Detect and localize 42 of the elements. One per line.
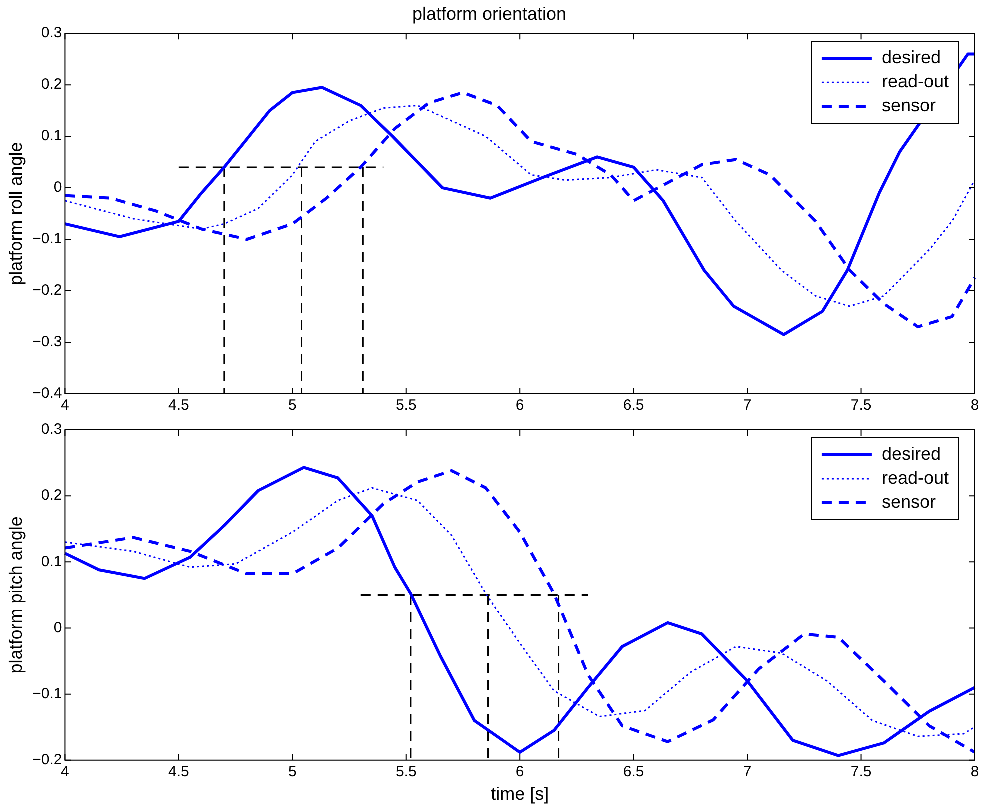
x-tick-label: 5: [288, 397, 297, 414]
y-tick-label: −0.4: [32, 385, 62, 402]
y-tick-label: 0: [54, 619, 62, 636]
x-axis-title: time [s]: [491, 784, 550, 804]
x-tick-label: 6.5: [623, 397, 644, 414]
y-tick-label: −0.2: [32, 752, 62, 769]
x-tick-label: 4.5: [168, 764, 190, 781]
y-tick-label: −0.3: [32, 334, 62, 351]
y-tick-label: 0: [54, 179, 62, 196]
y-tick-label: 0.2: [41, 76, 62, 94]
x-tick-label: 8: [970, 397, 980, 414]
x-tick-label: 4.5: [168, 397, 190, 414]
legend-label: desired: [882, 48, 942, 68]
legend-label: sensor: [882, 492, 936, 512]
y-tick-label: 0.1: [41, 553, 62, 570]
y-tick-label: 0.2: [41, 487, 62, 504]
x-tick-label: 7: [743, 764, 752, 781]
x-tick-label: 5.5: [396, 764, 417, 781]
y-tick-label: −0.1: [32, 230, 62, 248]
x-tick-label: 6.5: [623, 764, 644, 781]
x-tick-label: 7.5: [850, 397, 872, 414]
y-tick-label: 0.3: [41, 24, 62, 42]
x-tick-label: 6: [516, 764, 524, 781]
legend-label: desired: [882, 444, 942, 464]
x-tick-label: 6: [516, 397, 524, 414]
legend-label: read-out: [882, 468, 950, 488]
x-tick-label: 5.5: [396, 397, 417, 414]
x-tick-label: 7.5: [850, 764, 872, 781]
x-tick-label: 7: [743, 397, 752, 414]
legend-label: read-out: [882, 72, 950, 92]
y-axis-title: platform pitch angle: [6, 516, 26, 674]
x-tick-label: 4: [61, 397, 70, 414]
x-tick-label: 4: [61, 764, 70, 781]
legend-label: sensor: [882, 96, 936, 116]
x-tick-label: 5: [288, 764, 297, 781]
y-axis-title: platform roll angle: [6, 142, 26, 286]
chart-title: platform orientation: [412, 4, 567, 24]
x-tick-label: 8: [970, 764, 980, 781]
y-tick-label: −0.2: [32, 282, 62, 300]
y-tick-label: −0.1: [32, 685, 62, 702]
y-tick-label: 0.3: [41, 421, 62, 438]
y-tick-label: 0.1: [41, 128, 62, 145]
